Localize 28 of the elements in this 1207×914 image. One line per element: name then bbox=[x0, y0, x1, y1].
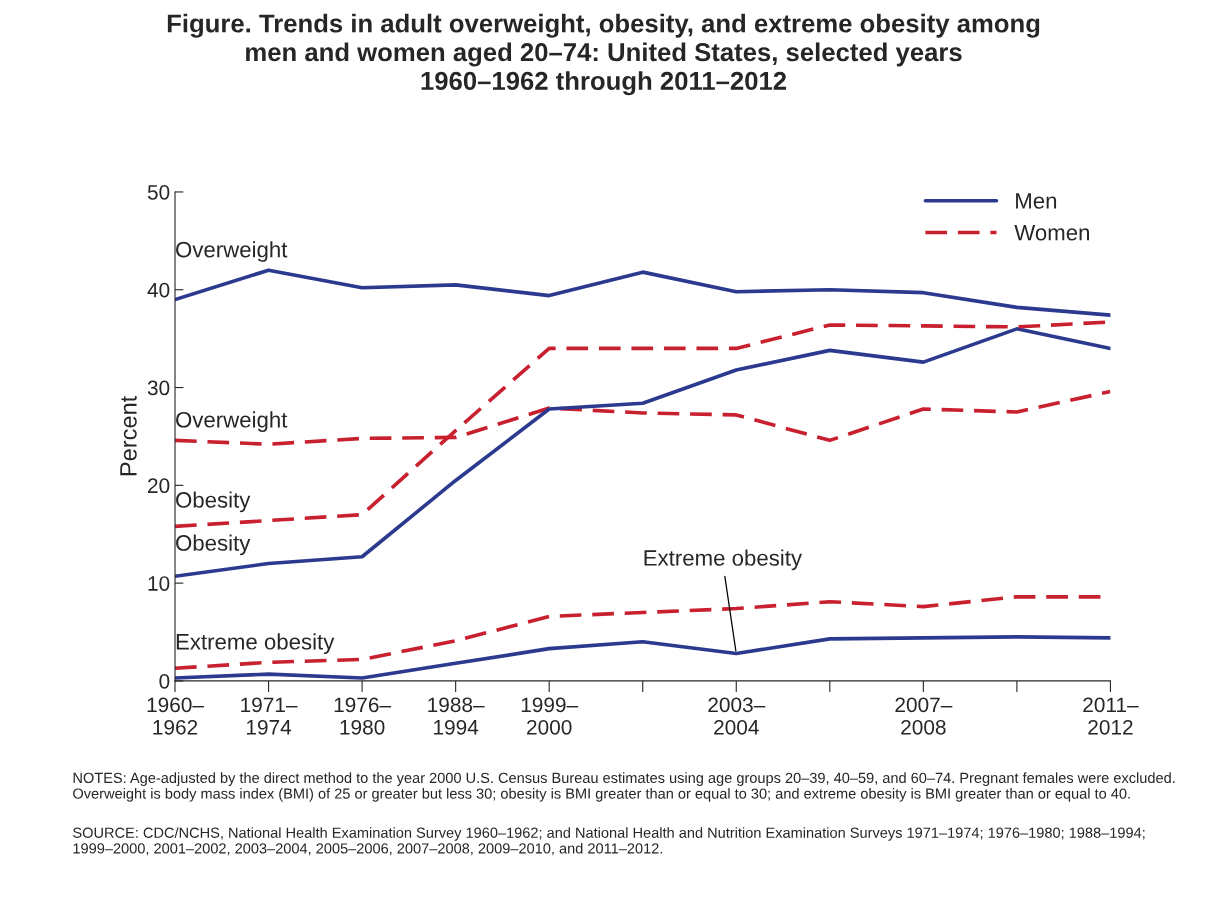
y-tick-label: 0 bbox=[159, 673, 170, 689]
source-note: SOURCE: CDC/NCHS, National Health Examination Survey 1960–1962; and National Health and Nutrition Examination Surveys 1971–1974; 1976–1980; 1988–1994; 1999–2000, 2001–2002, 2003–2004, 2005–2006, 2007–2008, 2009–2010, and 2011–2012. bbox=[73, 827, 1145, 856]
line-series bbox=[175, 268, 1111, 317]
x-tick-label: 1960– 1962 bbox=[147, 697, 204, 735]
annotation: Overweight bbox=[176, 411, 288, 433]
legend-label: Women bbox=[1014, 225, 1089, 241]
x-tick-label: 1988– 1994 bbox=[428, 697, 485, 735]
x-tick-label: 2007– 2008 bbox=[895, 697, 953, 735]
annotation: Obesity bbox=[176, 534, 251, 556]
annotation: Obesity bbox=[176, 491, 251, 513]
y-tick-label: 20 bbox=[148, 478, 170, 494]
x-tick-label: 2003– 2004 bbox=[708, 697, 766, 735]
y-tick-label: 10 bbox=[148, 576, 170, 591]
chart-title: Figure. Trends in adult overweight, obesity, and extreme obesity among men and women aged 20–74: United States, selected years 1960–1962 through 2011–2012 bbox=[167, 13, 1040, 96]
y-axis-title: Percent bbox=[120, 395, 137, 476]
text: NOTES: Age-adjusted by the direct method to the year 2000 U.S. Census Bureau estimates using age groups 20–39, 40–59, and 60–74. Pregnant females were excluded. Overweight is body mass index (BMI) of 25 or greater but less 30; obesity is BMI greater than or equal to 30; and extreme obesity is BMI greater than or equal to 40. bbox=[73, 772, 1175, 802]
annotation: Overweight bbox=[176, 241, 288, 262]
x-tick-label: 1999– 2000 bbox=[521, 697, 579, 735]
y-tick-label: 50 bbox=[147, 184, 170, 200]
annotation: Extreme obesity bbox=[176, 633, 335, 655]
annotation: Extreme obesity bbox=[644, 549, 802, 571]
line-series bbox=[175, 327, 1111, 579]
y-tick-label: 30 bbox=[147, 380, 170, 396]
x-tick-label: 1976– 1980 bbox=[334, 697, 392, 735]
legend-label: Men bbox=[1016, 193, 1057, 209]
x-tick-label: 1971– 1974 bbox=[241, 697, 298, 735]
x-tick-label: 2011– 2012 bbox=[1083, 697, 1139, 735]
y-tick-label: 40 bbox=[147, 282, 170, 298]
